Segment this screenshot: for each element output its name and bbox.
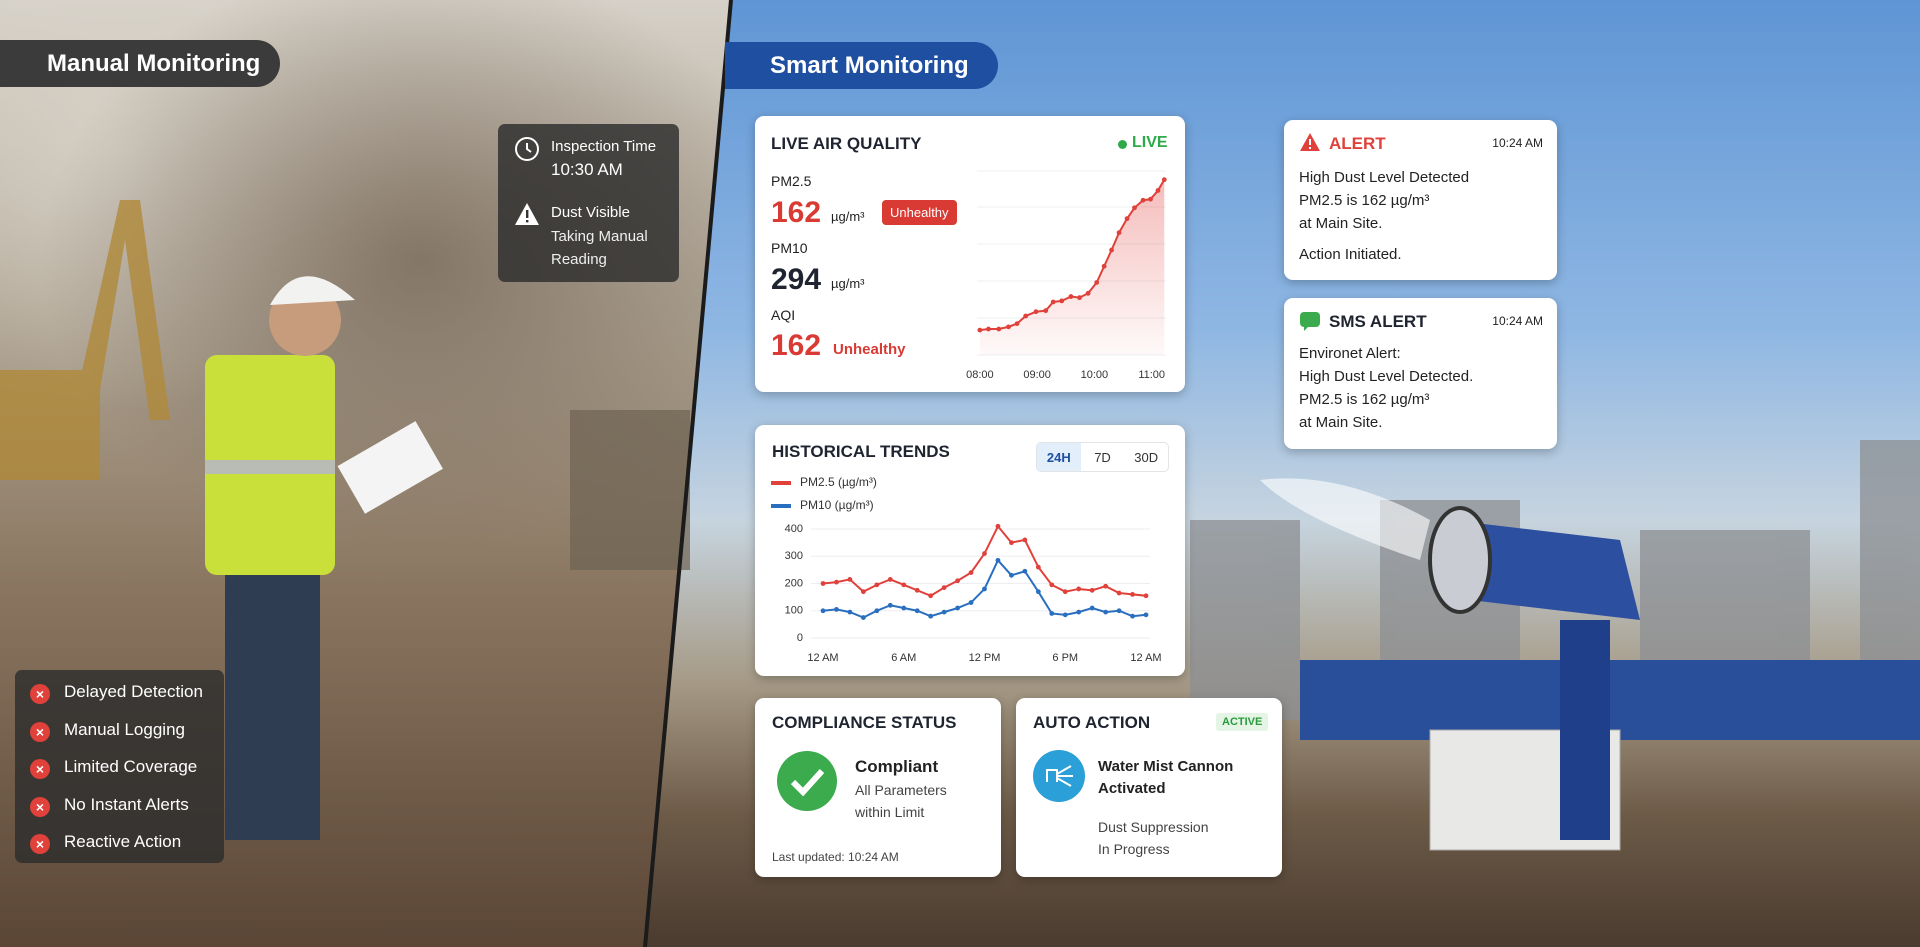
x-icon: × bbox=[30, 796, 50, 817]
action-status: In Progress bbox=[1098, 841, 1170, 857]
metric-label: PM2.5 bbox=[771, 173, 812, 189]
card-title: HISTORICAL TRENDS bbox=[772, 442, 950, 461]
message-line: High Dust Level Detected bbox=[1299, 169, 1470, 186]
issue-text: No Instant Alerts bbox=[64, 794, 189, 814]
inspection-note: Taking Manual bbox=[551, 228, 648, 245]
inspection-status: Dust Visible bbox=[551, 204, 630, 221]
live-card: LIVE AIR QUALITY LIVE PM2.5 162 µg/m³ Un… bbox=[755, 116, 1185, 392]
message-line: PM2.5 is 162 µg/m³ bbox=[1299, 192, 1430, 209]
compliance-card: COMPLIANCE STATUS Compliant All Paramete… bbox=[755, 698, 1001, 877]
card-title: AUTO ACTION bbox=[1033, 713, 1151, 732]
metric-value: 162 bbox=[771, 329, 822, 362]
tab[interactable]: 30D bbox=[1134, 449, 1159, 465]
inspection-label: Inspection Time bbox=[551, 138, 657, 155]
action-status: Dust Suppression bbox=[1098, 819, 1209, 835]
card-title: LIVE AIR QUALITY bbox=[771, 134, 922, 153]
inspection-note: Reading bbox=[551, 251, 607, 268]
excavator bbox=[0, 200, 170, 480]
metric-unit: µg/m³ bbox=[831, 276, 865, 291]
sms-time: 10:24 AM bbox=[1492, 314, 1543, 328]
sms-card: SMS ALERT 10:24 AM Environet Alert: High … bbox=[1284, 298, 1557, 449]
live-dot bbox=[1118, 140, 1127, 149]
manual-title-pill: Manual Monitoring bbox=[0, 40, 280, 87]
aqi-status: Unhealthy bbox=[833, 341, 906, 358]
message-line: Action Initiated. bbox=[1299, 246, 1402, 263]
mist-icon bbox=[1033, 750, 1085, 802]
metric-value: 294 bbox=[771, 263, 822, 296]
clock-icon bbox=[515, 137, 539, 161]
issue-text: Manual Logging bbox=[64, 719, 185, 739]
divider bbox=[643, 0, 733, 947]
alert-title: ALERT bbox=[1329, 134, 1386, 153]
status-badge: Unhealthy bbox=[882, 200, 957, 225]
worker bbox=[205, 276, 443, 840]
metric-value: 162 bbox=[771, 196, 822, 229]
x-icon: × bbox=[30, 759, 50, 779]
smart-title-pill: Smart Monitoring bbox=[725, 42, 998, 89]
inspection-box: Inspection Time 10:30 AM Dust Visible Ta… bbox=[498, 124, 679, 282]
truck bbox=[570, 410, 690, 570]
smart-title: Smart Monitoring bbox=[770, 51, 969, 79]
message-line: at Main Site. bbox=[1299, 215, 1383, 232]
warning-icon bbox=[515, 203, 539, 225]
message-line: High Dust Level Detected. bbox=[1299, 368, 1474, 385]
compliance-detail: All Parameters bbox=[855, 782, 947, 798]
action-line: Activated bbox=[1098, 780, 1166, 797]
last-updated: Last updated: 10:24 AM bbox=[772, 850, 899, 864]
manual-title: Manual Monitoring bbox=[47, 49, 261, 77]
message-line: PM2.5 is 162 µg/m³ bbox=[1299, 391, 1430, 408]
metric-label: AQI bbox=[771, 307, 796, 323]
alert-time: 10:24 AM bbox=[1492, 136, 1543, 150]
history-card: HISTORICAL TRENDS 24H 7D 30D bbox=[755, 425, 1185, 676]
card-title: COMPLIANCE STATUS bbox=[772, 713, 957, 732]
alert-card: ALERT 10:24 AM High Dust Level Detected P… bbox=[1284, 120, 1557, 280]
tab[interactable]: 7D bbox=[1094, 449, 1111, 465]
x-icon: × bbox=[30, 834, 50, 854]
message-line: at Main Site. bbox=[1299, 414, 1383, 431]
inspection-time: 10:30 AM bbox=[551, 160, 623, 179]
x-icon: × bbox=[30, 721, 50, 742]
message-line: Environet Alert: bbox=[1299, 345, 1401, 362]
action-line: Water Mist Cannon bbox=[1098, 758, 1234, 775]
active-badge: ACTIVE bbox=[1216, 713, 1269, 731]
metric-unit: µg/m³ bbox=[831, 209, 865, 224]
issues-box: × Delayed Detection × Manual Logging × Limite… bbox=[15, 670, 224, 863]
compliance-status: Compliant bbox=[855, 757, 939, 776]
alert-icon bbox=[1300, 133, 1320, 151]
sms-icon bbox=[1300, 312, 1320, 331]
issue-text: Reactive Action bbox=[64, 832, 182, 851]
issue-text: Delayed Detection bbox=[64, 682, 203, 701]
sms-title: SMS ALERT bbox=[1329, 312, 1427, 331]
mist-cannon bbox=[1260, 478, 1640, 840]
issue-text: Limited Coverage bbox=[64, 757, 198, 776]
metric-label: PM10 bbox=[771, 240, 808, 256]
auto-action-card: AUTO ACTION ACTIVE Water Mist Cannon Act… bbox=[1016, 698, 1282, 877]
range-tabs: 24H 7D 30D bbox=[1036, 442, 1169, 472]
x-icon: × bbox=[30, 684, 50, 704]
check-icon bbox=[777, 751, 837, 811]
live-label: LIVE bbox=[1132, 134, 1168, 151]
tab[interactable]: 24H bbox=[1037, 443, 1081, 471]
compliance-detail: within Limit bbox=[855, 804, 925, 820]
